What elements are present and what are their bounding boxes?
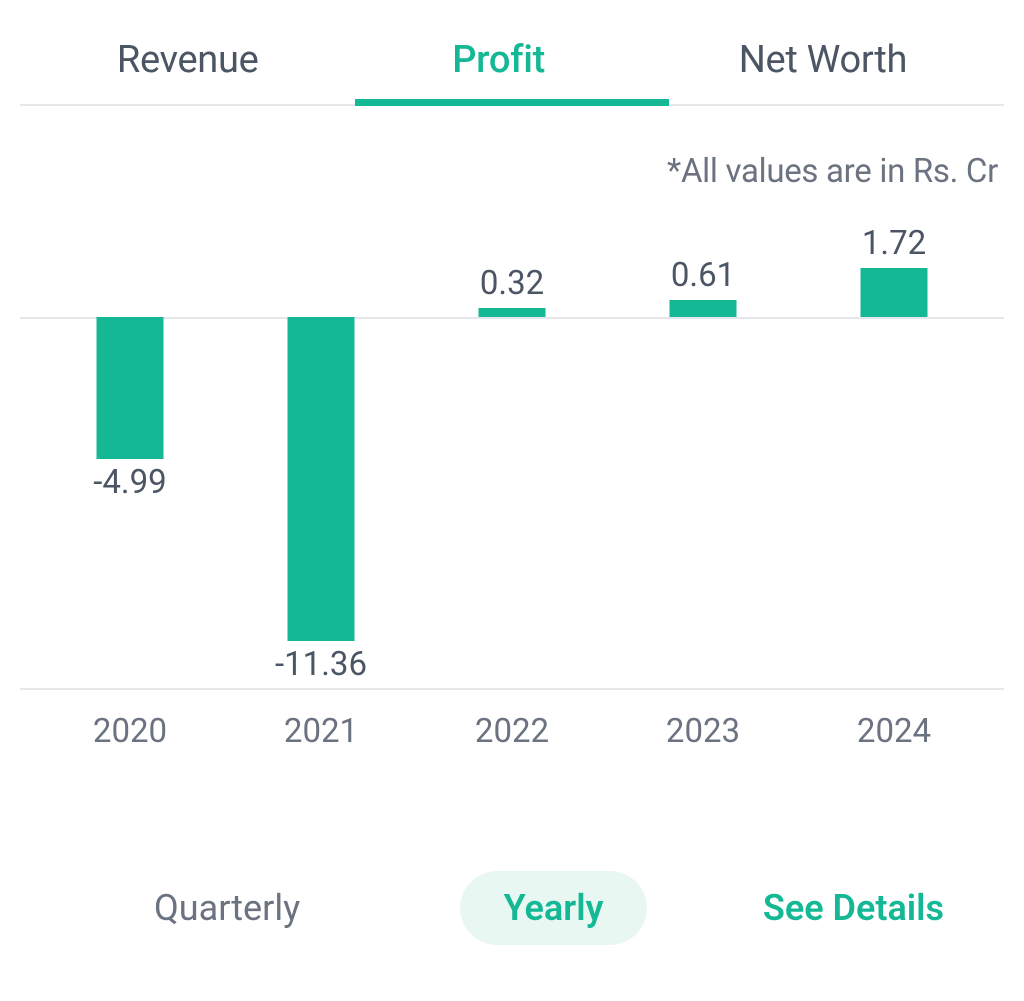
- bar-value-label: -4.99: [93, 463, 166, 502]
- bar: [861, 268, 928, 317]
- tab-underline: [355, 99, 670, 106]
- x-axis-label: 2020: [70, 712, 190, 751]
- tab-networth[interactable]: Net Worth: [709, 28, 937, 104]
- x-axis-label: 2024: [834, 712, 954, 751]
- bar-col: 0.32: [452, 215, 572, 690]
- x-axis-label: 2022: [452, 712, 572, 751]
- bar-value-label: 0.61: [671, 256, 735, 295]
- bar-value-label: 1.72: [862, 224, 926, 263]
- bar-value-label: 0.32: [480, 264, 544, 303]
- bar-col: 0.61: [643, 215, 763, 690]
- profit-bar-chart: -4.99 -11.36 0.32 0.61 1.72: [20, 215, 1004, 690]
- bar-col: 1.72: [834, 215, 954, 690]
- bottom-controls: Quarterly Yearly See Details: [20, 871, 1004, 945]
- bar: [670, 300, 737, 317]
- period-yearly-button[interactable]: Yearly: [460, 871, 648, 945]
- bar: [97, 317, 164, 459]
- chart-bars: -4.99 -11.36 0.32 0.61 1.72: [20, 215, 1004, 690]
- period-quarterly-button[interactable]: Quarterly: [110, 871, 344, 945]
- bar: [479, 308, 546, 317]
- metric-tabs: Revenue Profit Net Worth: [20, 28, 1004, 106]
- tab-profit[interactable]: Profit: [422, 28, 575, 104]
- see-details-link[interactable]: See Details: [763, 887, 944, 929]
- bar: [288, 317, 355, 641]
- bar-col: -11.36: [261, 215, 381, 690]
- x-axis-label: 2023: [643, 712, 763, 751]
- bar-value-label: -11.36: [275, 645, 367, 684]
- x-axis-label: 2021: [261, 712, 381, 751]
- values-unit-note: *All values are in Rs. Cr: [20, 152, 998, 191]
- chart-x-axis: 2020 2021 2022 2023 2024: [20, 712, 1004, 751]
- bar-col: -4.99: [70, 215, 190, 690]
- tab-revenue[interactable]: Revenue: [87, 28, 289, 104]
